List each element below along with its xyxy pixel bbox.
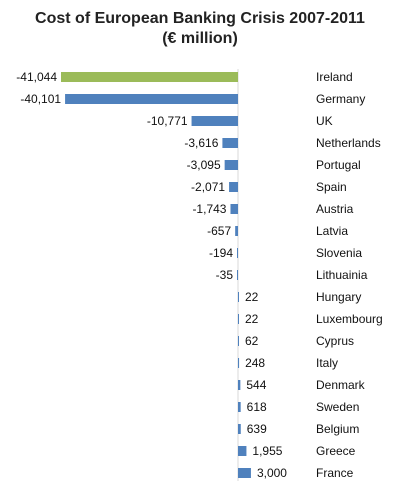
category-label-latvia: Latvia xyxy=(316,224,348,238)
value-label-greece: 1,955 xyxy=(252,444,282,458)
value-label-latvia: -657 xyxy=(207,224,231,238)
category-label-slovenia: Slovenia xyxy=(316,246,362,260)
category-label-greece: Greece xyxy=(316,444,356,458)
bar-germany xyxy=(65,94,238,104)
value-label-uk: -10,771 xyxy=(147,114,188,128)
category-label-belgium: Belgium xyxy=(316,422,359,436)
category-label-ireland: Ireland xyxy=(316,70,353,84)
value-label-austria: -1,743 xyxy=(192,202,226,216)
category-label-sweden: Sweden xyxy=(316,400,359,414)
category-label-france: France xyxy=(316,466,354,480)
bar-portugal xyxy=(224,160,238,170)
category-label-hungary: Hungary xyxy=(316,290,361,304)
value-label-netherlands: -3,616 xyxy=(184,136,218,150)
category-label-uk: UK xyxy=(316,114,333,128)
bar-spain xyxy=(229,182,238,192)
value-label-spain: -2,071 xyxy=(191,180,225,194)
bar-slovenia xyxy=(237,248,238,258)
value-label-luxembourg: 22 xyxy=(245,312,259,326)
bar-netherlands xyxy=(222,138,238,148)
value-label-cyprus: 62 xyxy=(245,334,259,348)
value-label-slovenia: -194 xyxy=(209,246,233,260)
category-label-lithuainia: Lithuainia xyxy=(316,268,368,282)
bar-latvia xyxy=(235,226,238,236)
bar-cyprus xyxy=(238,336,239,346)
bar-luxembourg xyxy=(238,314,239,324)
value-label-ireland: -41,044 xyxy=(16,70,57,84)
value-label-italy: 248 xyxy=(245,356,265,370)
category-label-cyprus: Cyprus xyxy=(316,334,354,348)
chart-subtitle: (€ million) xyxy=(162,30,238,47)
bar-uk xyxy=(191,116,238,126)
category-label-germany: Germany xyxy=(316,92,365,106)
category-label-denmark: Denmark xyxy=(316,378,366,392)
value-label-portugal: -3,095 xyxy=(187,158,221,172)
bar-greece xyxy=(238,446,247,456)
chart-title: Cost of European Banking Crisis 2007-201… xyxy=(35,10,365,27)
value-label-belgium: 639 xyxy=(247,422,267,436)
bar-lithuainia xyxy=(237,270,238,280)
bar-belgium xyxy=(238,424,241,434)
category-label-luxembourg: Luxembourg xyxy=(316,312,383,326)
bar-hungary xyxy=(238,292,239,302)
bar-ireland xyxy=(61,72,238,82)
category-label-spain: Spain xyxy=(316,180,347,194)
bar-italy xyxy=(238,358,240,368)
category-label-austria: Austria xyxy=(316,202,354,216)
bar-austria xyxy=(230,204,238,214)
value-label-lithuainia: -35 xyxy=(216,268,234,282)
category-label-netherlands: Netherlands xyxy=(316,136,381,150)
value-label-denmark: 544 xyxy=(246,378,266,392)
category-label-italy: Italy xyxy=(316,356,338,370)
bar-denmark xyxy=(238,380,241,390)
value-label-germany: -40,101 xyxy=(20,92,61,106)
bar-france xyxy=(238,468,251,478)
value-label-sweden: 618 xyxy=(247,400,267,414)
bar-sweden xyxy=(238,402,241,412)
value-label-france: 3,000 xyxy=(257,466,287,480)
value-label-hungary: 22 xyxy=(245,290,259,304)
category-label-portugal: Portugal xyxy=(316,158,361,172)
